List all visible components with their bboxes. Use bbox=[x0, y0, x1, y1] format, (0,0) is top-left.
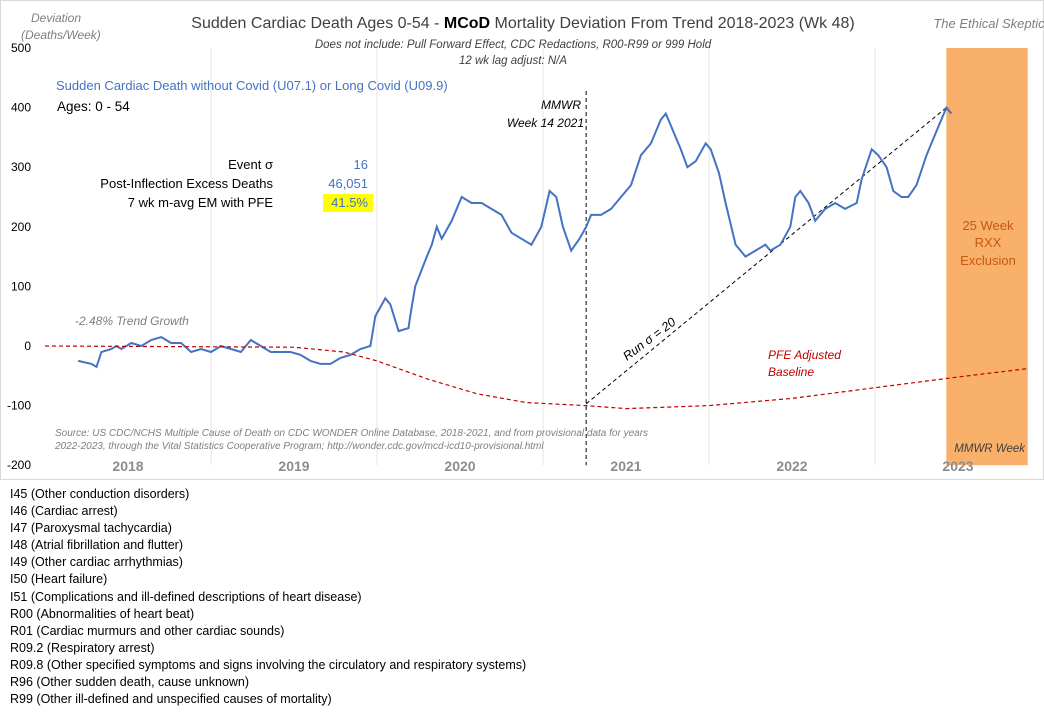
y-ticks: 500 400 300 200 100 0 -100 -200 bbox=[7, 41, 31, 472]
rxx-label-2: RXX bbox=[975, 235, 1002, 250]
x-ticks: 2018 2019 2020 2021 2022 2023 bbox=[112, 458, 973, 474]
icd-code-item: R99 (Other ill-defined and unspecified c… bbox=[10, 692, 332, 707]
ages-label: Ages: 0 - 54 bbox=[57, 99, 130, 114]
icd-code-item: I51 (Complications and ill-defined descr… bbox=[10, 589, 362, 604]
y-tick-label: 400 bbox=[11, 101, 31, 115]
run-sigma-label: Run σ = 20 bbox=[620, 315, 678, 364]
source-note-2: 2022-2023, through the Vital Statistics … bbox=[54, 441, 544, 452]
deviation-line bbox=[77, 105, 953, 369]
y-tick-label: 200 bbox=[11, 220, 31, 234]
watermark: The Ethical Skeptic bbox=[933, 16, 1044, 31]
y-tick-label: 0 bbox=[24, 339, 31, 353]
stat-highlight bbox=[323, 194, 373, 212]
y-tick-label: 300 bbox=[11, 160, 31, 174]
icd-code-item: I50 (Heart failure) bbox=[10, 572, 108, 587]
icd-code-item: R96 (Other sudden death, cause unknown) bbox=[10, 675, 250, 690]
stat-label-1: Post-Inflection Excess Deaths bbox=[100, 176, 273, 191]
x-tick-label: 2023 bbox=[942, 458, 973, 474]
stat-value-1: 46,051 bbox=[328, 176, 368, 191]
rxx-label-1: 25 Week bbox=[962, 218, 1014, 233]
chart-panel: 500 400 300 200 100 0 -100 -200 2018 2019 2020 202… bbox=[0, 0, 1044, 480]
x-tick-label: 2018 bbox=[112, 458, 143, 474]
series-label: Sudden Cardiac Death without Covid (U07.… bbox=[56, 78, 448, 93]
gridlines bbox=[210, 48, 876, 466]
y-tick-label: -200 bbox=[7, 458, 31, 472]
stat-value-0: 16 bbox=[354, 157, 368, 172]
stat-label-0: Event σ bbox=[228, 157, 273, 172]
chart-svg: 500 400 300 200 100 0 -100 -200 2018 2019 2020 202… bbox=[7, 11, 1044, 474]
series-lines bbox=[44, 91, 1028, 466]
mmwr-label-1: MMWR bbox=[541, 98, 581, 112]
pfe-baseline-line bbox=[44, 345, 1028, 410]
y-axis-label-1: Deviation bbox=[31, 11, 81, 25]
trend-growth-label: -2.48% Trend Growth bbox=[75, 314, 189, 328]
pfe-label-1: PFE Adjusted bbox=[768, 348, 841, 362]
x-tick-label: 2020 bbox=[444, 458, 475, 474]
chart-title: Sudden Cardiac Death Ages 0-54 - MCoD Mo… bbox=[191, 15, 854, 32]
x-tick-label: 2019 bbox=[278, 458, 309, 474]
icd-code-item: R09.2 (Respiratory arrest) bbox=[10, 640, 155, 655]
mmwr-label-2: Week 14 2021 bbox=[507, 116, 584, 130]
stat-value-2: 41.5% bbox=[331, 195, 368, 210]
y-axis-label-2: (Deaths/Week) bbox=[21, 28, 101, 42]
subtitle-2: 12 wk lag adjust: N/A bbox=[459, 55, 567, 67]
icd-code-item: R09.8 (Other specified symptoms and sign… bbox=[10, 657, 527, 672]
y-tick-label: 500 bbox=[11, 41, 31, 55]
icd-code-item: I46 (Cardiac arrest) bbox=[10, 504, 118, 519]
rxx-label-3: Exclusion bbox=[960, 253, 1016, 268]
x-tick-label: 2021 bbox=[610, 458, 641, 474]
icd-code-item: R01 (Cardiac murmurs and other cardiac s… bbox=[10, 623, 285, 638]
icd-code-list: I45 (Other conduction disorders) I46 (Car… bbox=[10, 486, 526, 708]
icd-code-item: I47 (Paroxysmal tachycardia) bbox=[10, 521, 172, 536]
stat-label-2: 7 wk m-avg EM with PFE bbox=[128, 195, 274, 210]
run-trend-line bbox=[585, 107, 947, 405]
icd-code-item: I49 (Other cardiac arrhythmias) bbox=[10, 555, 183, 570]
pfe-label-2: Baseline bbox=[768, 365, 814, 379]
x-tick-label: 2022 bbox=[776, 458, 807, 474]
subtitle-1: Does not include: Pull Forward Effect, C… bbox=[315, 39, 712, 51]
source-note-1: Source: US CDC/NCHS Multiple Cause of De… bbox=[55, 428, 648, 439]
x-axis-label: MMWR Week bbox=[954, 443, 1026, 455]
y-tick-label: -100 bbox=[7, 399, 31, 413]
icd-code-item: I45 (Other conduction disorders) bbox=[10, 487, 190, 501]
y-tick-label: 100 bbox=[11, 279, 31, 293]
rxx-exclusion-band bbox=[946, 48, 1028, 466]
icd-code-item: R00 (Abnormalities of heart beat) bbox=[10, 606, 195, 621]
icd-code-item: I48 (Atrial fibrillation and flutter) bbox=[10, 538, 183, 553]
